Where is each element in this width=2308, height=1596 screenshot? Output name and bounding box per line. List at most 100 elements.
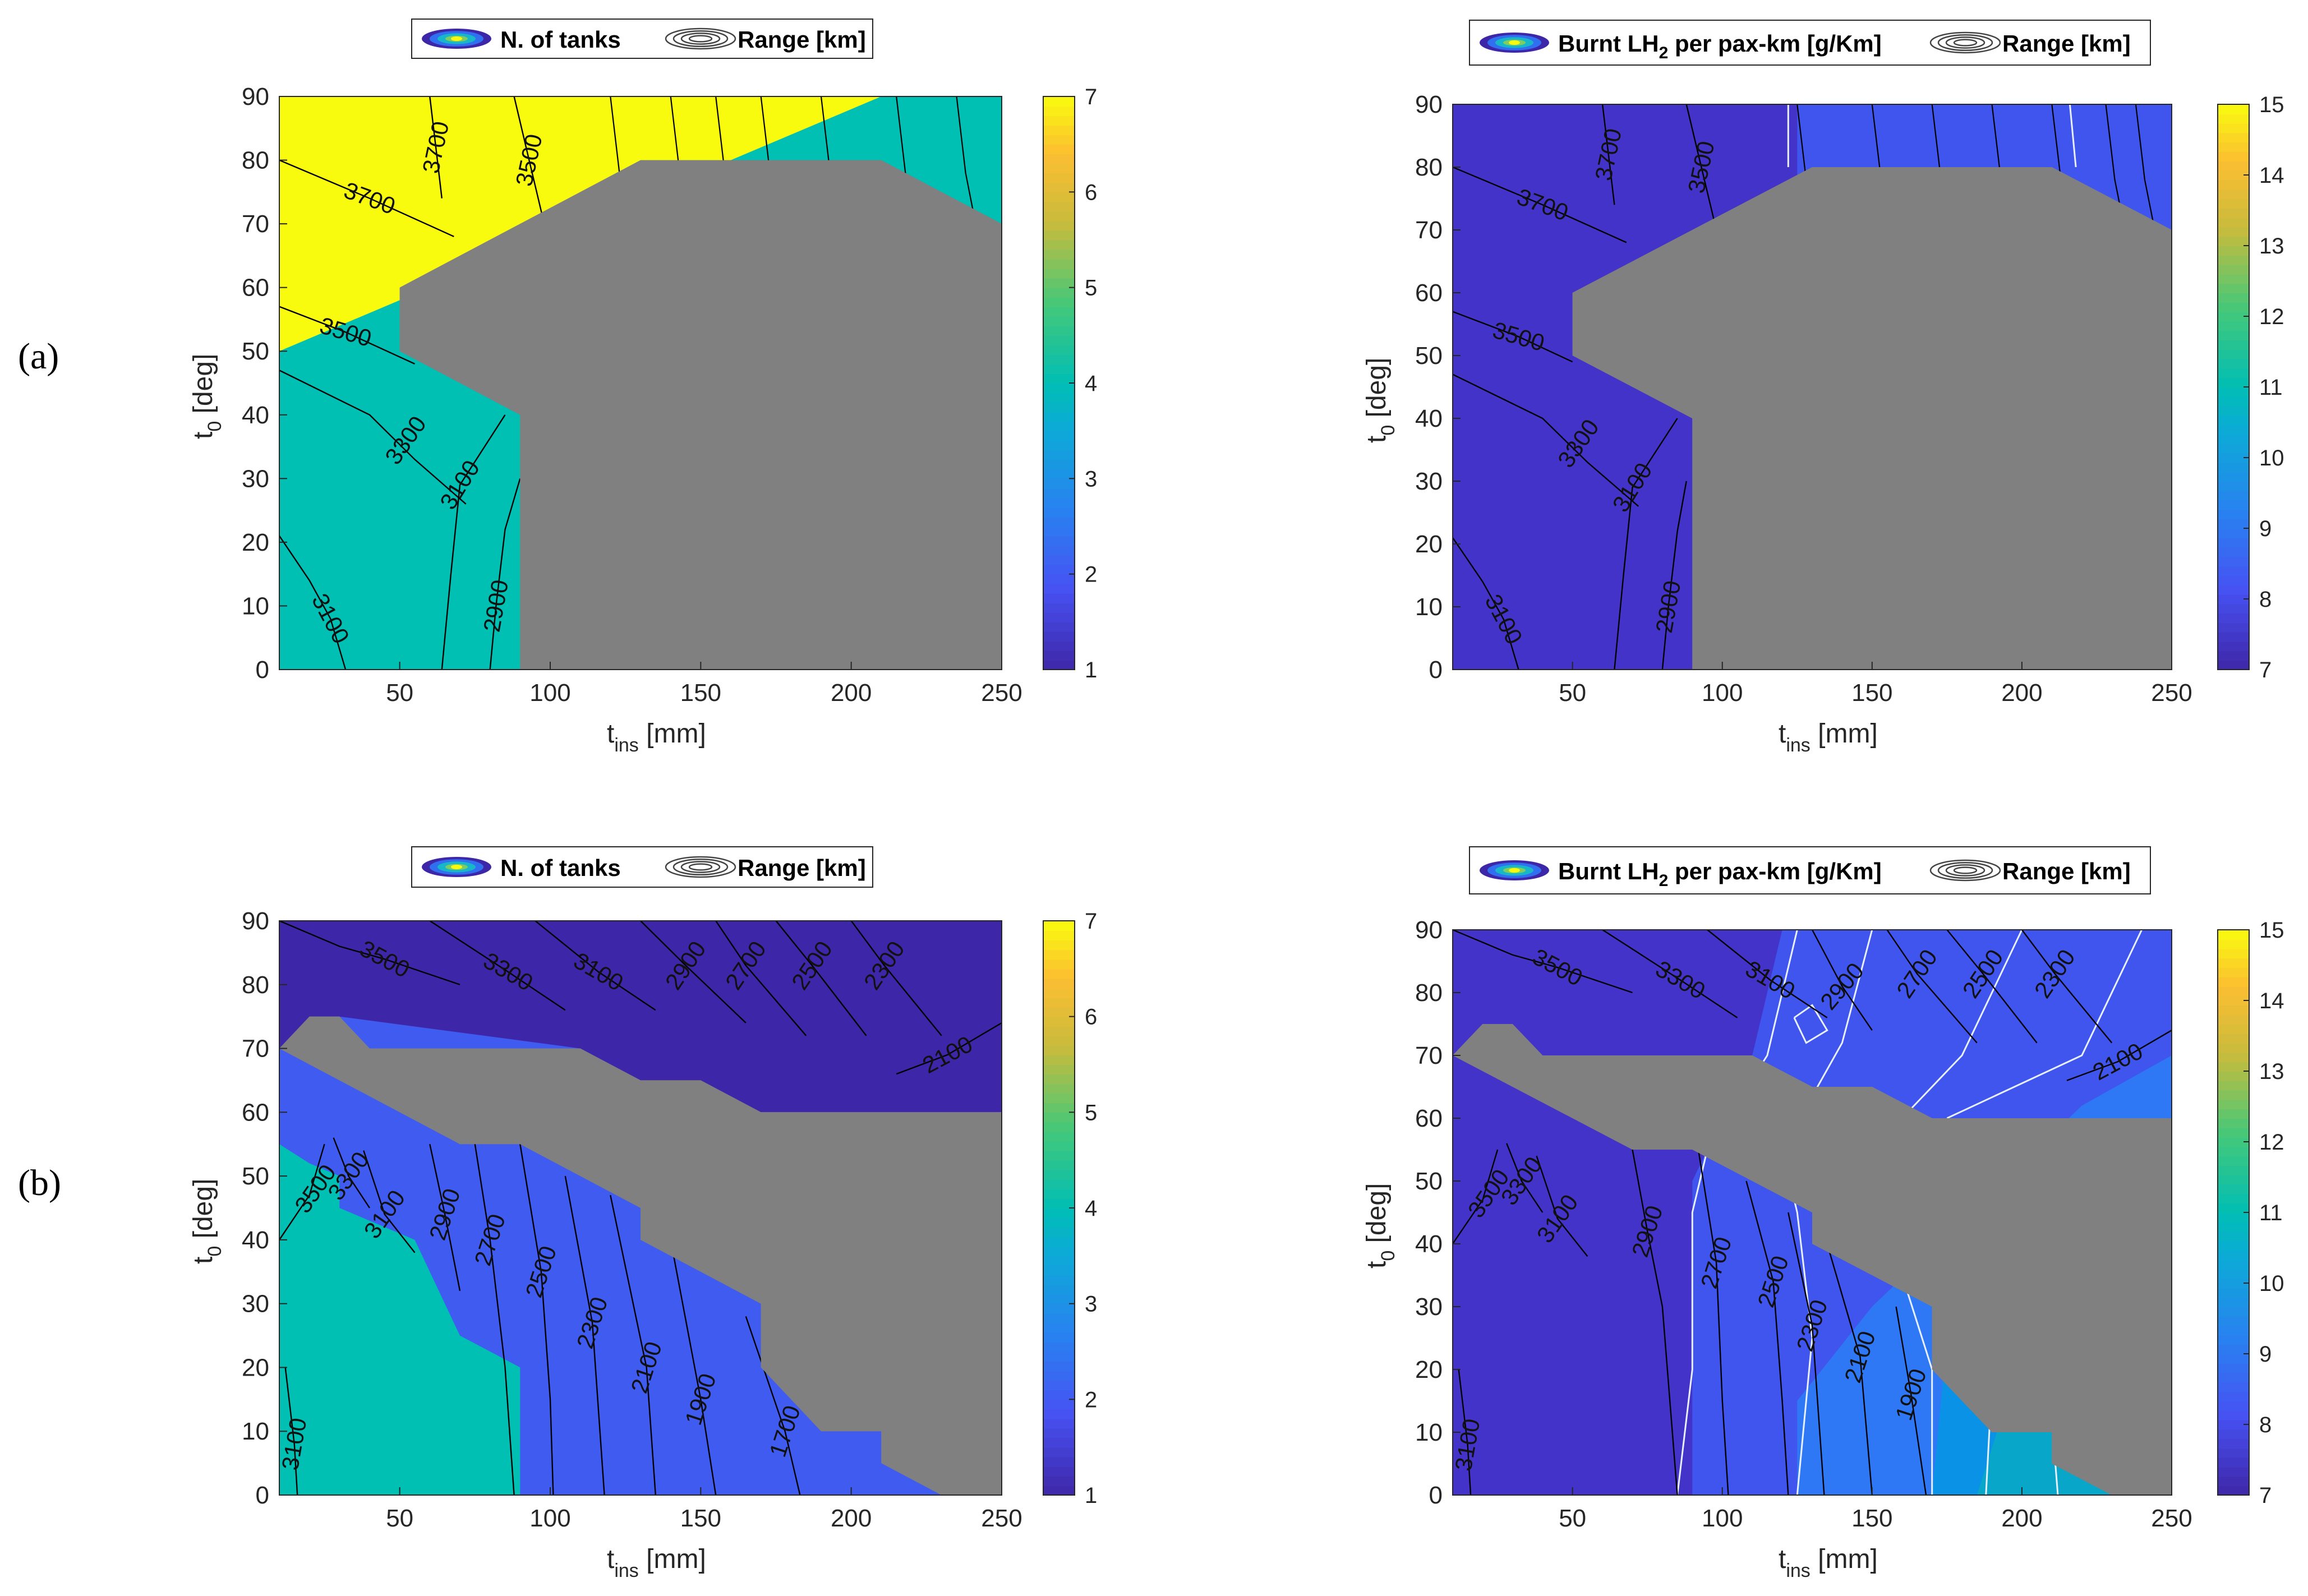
contour-line-1900	[1895, 1306, 1927, 1495]
contour-line-3500	[1453, 311, 1573, 363]
contour-line-3100	[1453, 537, 1519, 670]
y-tick-label: 10	[242, 592, 269, 620]
contour-line-2900	[489, 478, 521, 670]
contour-line-2300	[1788, 1212, 1825, 1495]
colorbar-tick-label: 12	[2259, 305, 2284, 329]
y-tick-label: 90	[242, 907, 269, 935]
colorbar-tick-label: 5	[1085, 276, 1097, 301]
y-tick-label: 20	[1415, 531, 1443, 558]
legend: N. of tanks Range [km]	[411, 19, 873, 59]
y-tick-label: 90	[242, 83, 269, 110]
band-boundary	[1676, 930, 1798, 1495]
region-n-tanks-1	[279, 921, 1002, 1113]
colorbar-tick-label: 7	[2259, 658, 2272, 682]
contour-line-2500	[1946, 930, 2038, 1044]
plot-frame	[279, 96, 1002, 670]
contour-line-3100	[284, 1367, 298, 1495]
plot-area: 3500 3300 3100 2900 2700 2500 2300210035003300…	[1453, 930, 2172, 1495]
contour-line-3700	[429, 96, 443, 199]
colorbar: 1 2 3 4 5 6 7	[1043, 85, 1097, 682]
contour-line-3500	[1685, 104, 1717, 230]
colorbar-tick-label: 14	[2259, 163, 2284, 188]
y-tick-label: 60	[1415, 1105, 1443, 1132]
legend-fill-label: N. of tanks	[500, 26, 621, 53]
colorbar-tick-label: 2	[1085, 562, 1097, 587]
y-tick-label: 10	[242, 1418, 269, 1445]
x-axis-label: tins [mm]	[607, 719, 706, 756]
y-tick-label: 50	[242, 338, 269, 365]
contour-line-2300	[850, 921, 942, 1036]
legend-box	[1469, 846, 2151, 894]
y-tick-label: 0	[256, 1482, 269, 1509]
x-axis-label: tins [mm]	[1779, 1544, 1878, 1581]
legend: Burnt LH2 per pax-km [g/Km] Range [km]	[1469, 20, 2151, 66]
x-tick-label: 50	[1559, 679, 1586, 707]
colorbar-tick-label: 11	[2259, 375, 2283, 400]
x-tick-label: 200	[831, 679, 872, 707]
x-tick-label: 150	[680, 679, 721, 707]
colorbar-tick-label: 15	[2259, 93, 2284, 117]
legend-box	[1469, 20, 2151, 66]
y-tick-label: 30	[242, 465, 269, 492]
y-tick-label: 40	[1415, 1230, 1443, 1258]
contour-line-2100	[610, 1194, 656, 1495]
x-tick-label: 200	[2001, 679, 2042, 707]
colorbar-tick-label: 3	[1085, 467, 1097, 491]
chart-b-left: 3500 3300 3100 2900 2700 2500 2300210035003300…	[188, 846, 1097, 1581]
legend-fill-label: Burnt LH2 per pax-km [g/Km]	[1558, 858, 1882, 890]
colorbar-tick-label: 4	[1085, 1196, 1097, 1221]
contour-line-2300	[2021, 930, 2113, 1044]
legend-line-label: Range [km]	[2002, 858, 2131, 884]
colorbar-tick-label: 8	[2259, 1413, 2272, 1437]
region-infeasible-mask	[279, 1016, 1002, 1495]
colorbar-tick-label: 9	[2259, 1342, 2272, 1367]
legend-line-icon	[1929, 31, 2001, 54]
legend-fill-label: Burnt LH2 per pax-km [g/Km]	[1558, 30, 1882, 62]
contour-line-3500	[279, 306, 416, 365]
colorbar-tick-label: 4	[1085, 371, 1097, 396]
contour-line-3300	[429, 921, 566, 1011]
colorbar-tick-label: 7	[1085, 909, 1097, 934]
x-axis-label: tins [mm]	[1779, 719, 1878, 756]
x-tick-label: 150	[680, 1505, 721, 1532]
legend-fill-label: N. of tanks	[500, 855, 621, 881]
y-axis-label: t0 [deg]	[188, 1179, 225, 1264]
band-boundary	[1946, 930, 2143, 1119]
contour-line-3500	[1453, 1149, 1499, 1244]
y-tick-label: 30	[1415, 468, 1443, 495]
contour-line-3100	[363, 1150, 416, 1253]
x-tick-label: 250	[981, 1505, 1022, 1532]
y-tick-label: 20	[242, 1354, 269, 1381]
contour-line-1700	[745, 1316, 801, 1495]
y-tick-label: 60	[242, 274, 269, 302]
colorbar-tick-label: 6	[1085, 180, 1097, 205]
contour-line-3500	[279, 1143, 325, 1240]
contour-line-3300	[1453, 373, 1639, 507]
y-tick-label: 20	[1415, 1356, 1443, 1383]
y-tick-label: 30	[1415, 1293, 1443, 1321]
contour-line-2300	[564, 1175, 605, 1495]
colorbar-tick-label: 13	[2259, 1059, 2284, 1084]
contour-line-2900	[1661, 481, 1687, 670]
contour-line-2500	[519, 1144, 554, 1495]
contour-line-2700	[474, 1144, 515, 1495]
y-tick-label: 70	[242, 1035, 269, 1063]
contour-line-3500	[279, 921, 460, 985]
y-tick-label: 40	[1415, 405, 1443, 432]
row-label-b: (b)	[18, 1163, 61, 1203]
contour-line-2900	[429, 1143, 461, 1291]
contour-line-3100	[1536, 1155, 1588, 1257]
contour-line-2100	[2066, 1030, 2172, 1081]
y-tick-label: 90	[1415, 91, 1443, 118]
contour-line-3100	[1458, 1369, 1472, 1495]
y-tick-label: 40	[242, 402, 269, 429]
region-infeasible-mask	[1453, 1024, 2172, 1495]
contour-line-3100	[279, 535, 347, 670]
x-tick-label: 50	[1559, 1505, 1586, 1532]
colorbar-tick-label: 9	[2259, 516, 2272, 541]
contour-line-3100	[441, 414, 506, 670]
y-tick-label: 40	[242, 1226, 269, 1254]
contour-line-3500	[513, 96, 545, 224]
